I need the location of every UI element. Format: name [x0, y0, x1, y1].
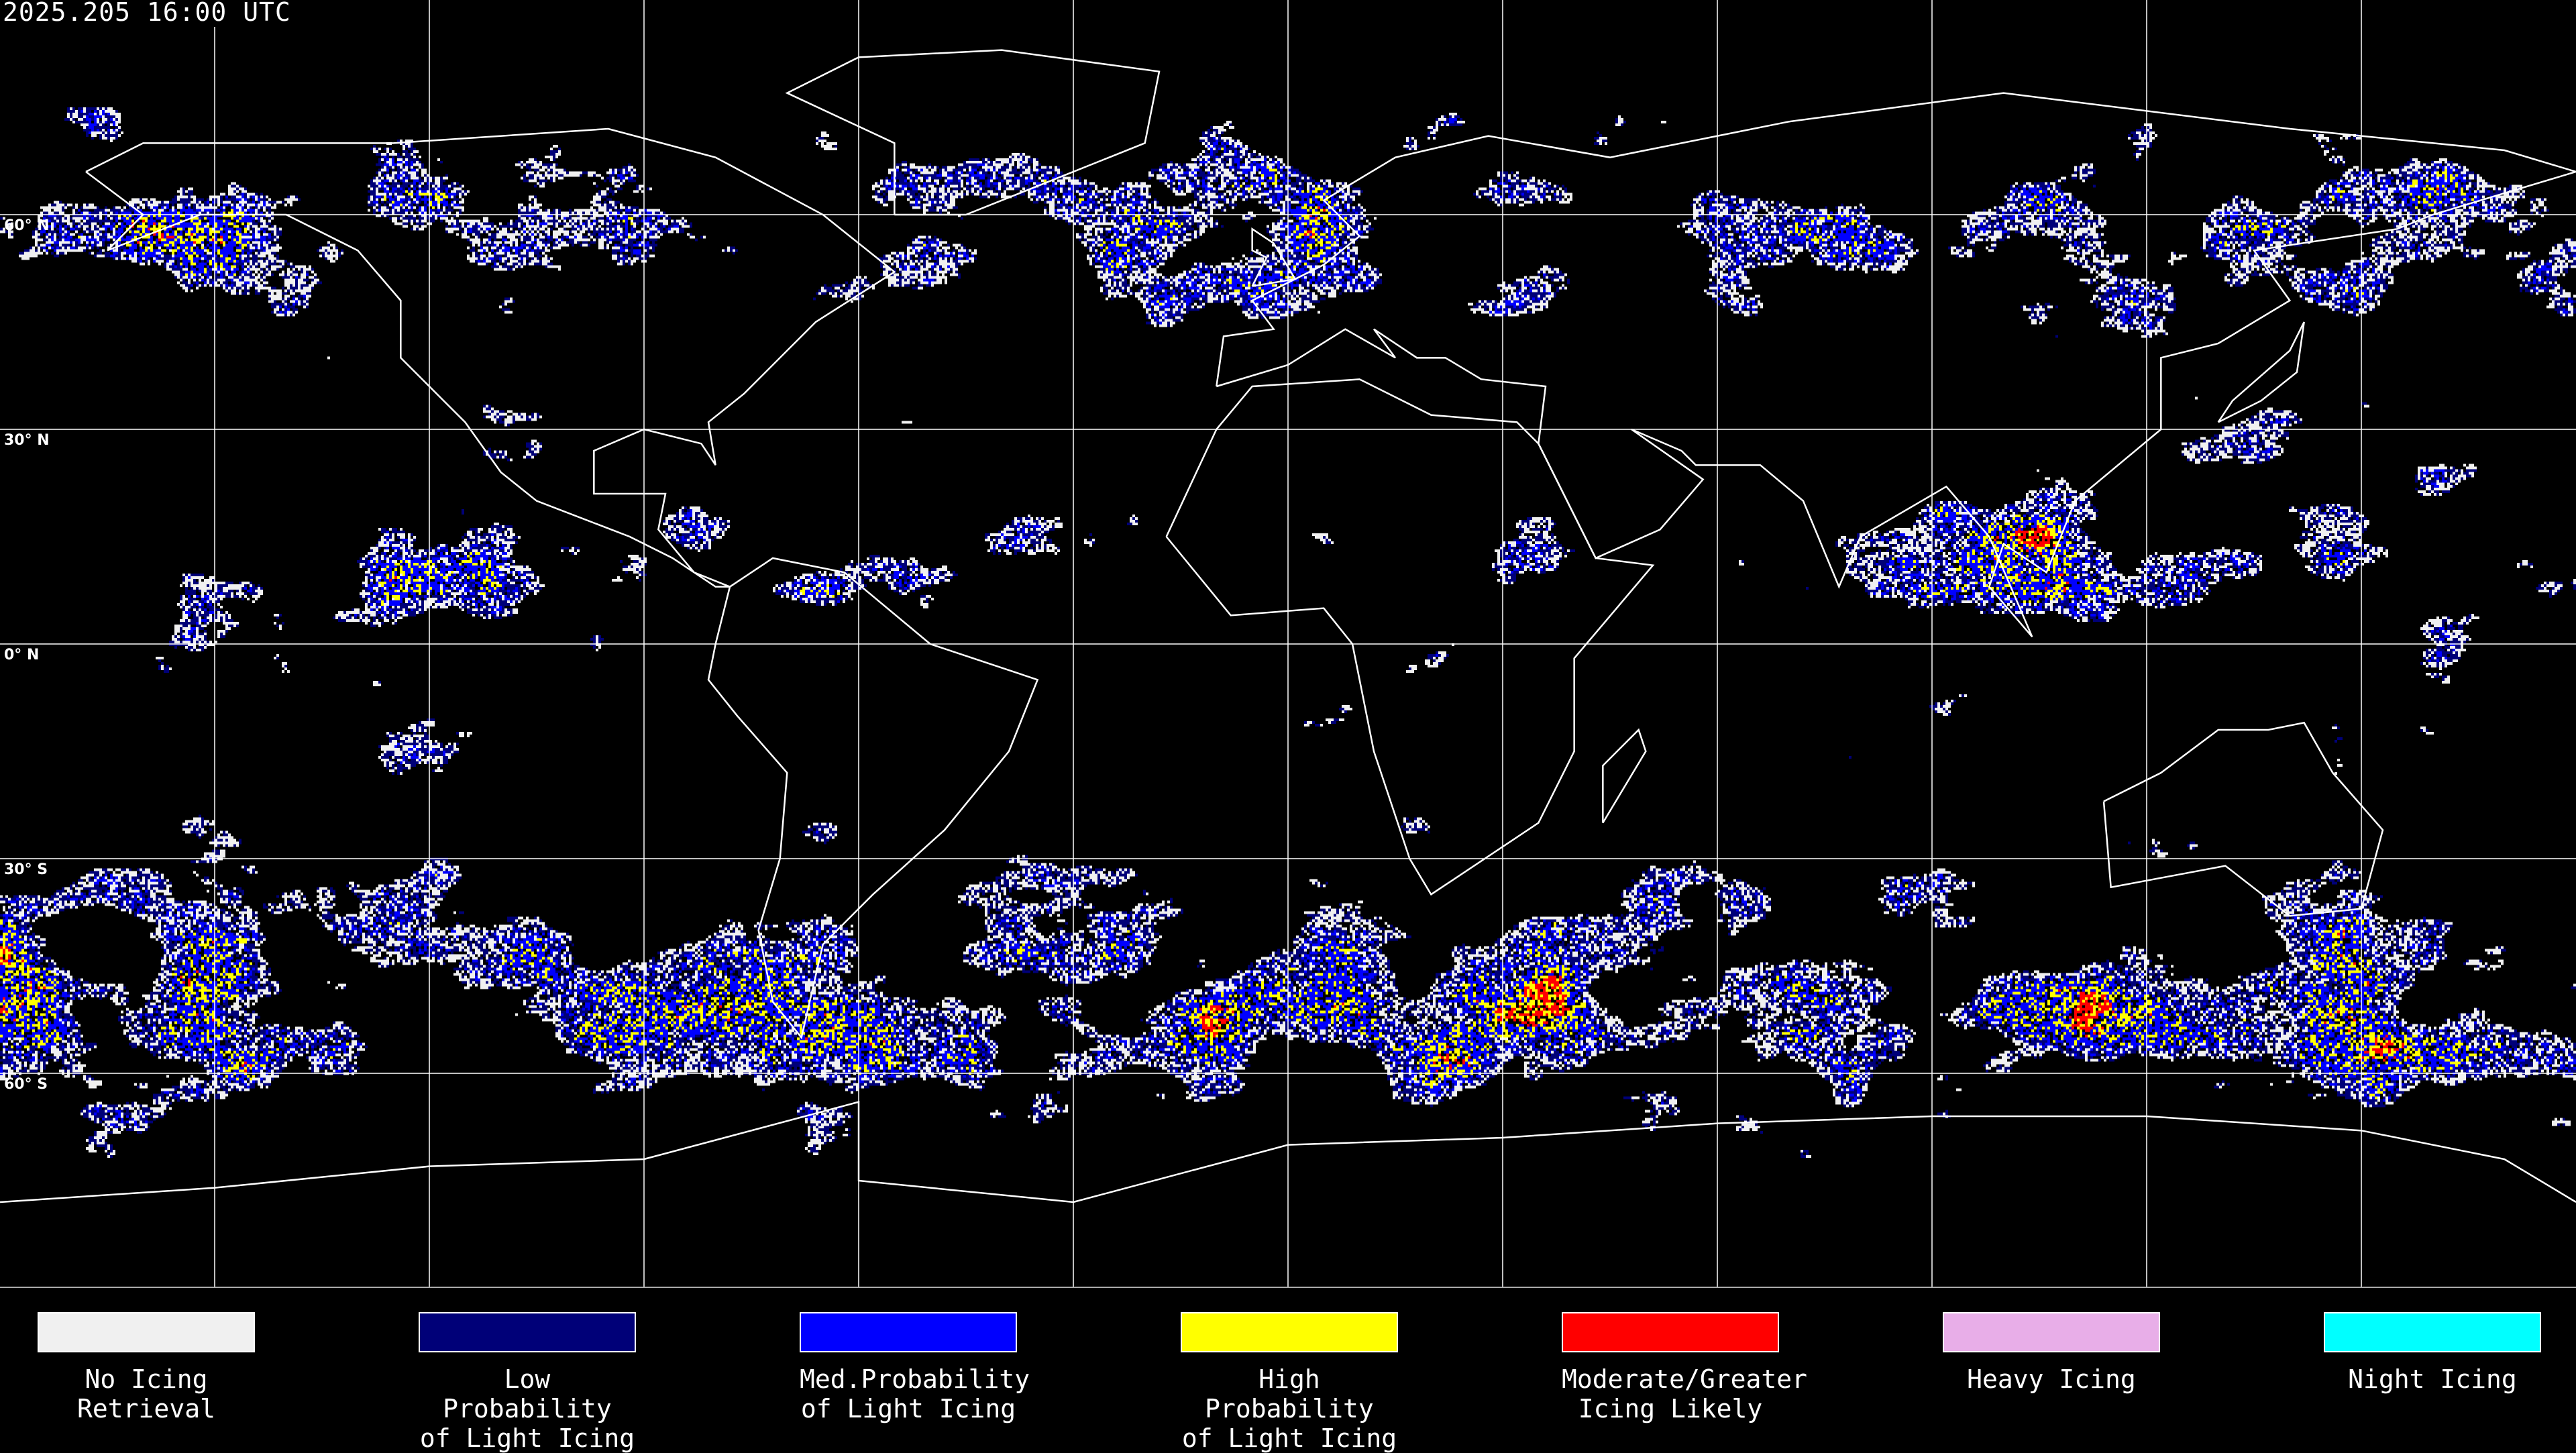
legend-item: Heavy Icing — [1943, 1312, 2160, 1394]
coastline — [1216, 92, 2576, 387]
coastline — [2102, 721, 2384, 917]
legend-label: No Icing Retrieval — [77, 1364, 215, 1423]
lat-label: 60° S — [4, 1076, 48, 1093]
legend-divider — [0, 1287, 2576, 1288]
legend-label: Med.Probability of Light Icing — [800, 1364, 1030, 1423]
legend: No Icing Retrieval Low Probability of Lig… — [0, 1288, 2576, 1453]
legend-item: Low Probability of Light Icing — [419, 1312, 636, 1453]
icing-map: 60° N 30° N 0° N 30° S 60° S 2025.205 16:00 … — [0, 0, 2576, 1287]
legend-swatch — [1943, 1312, 2160, 1352]
legend-label: High Probability of Light Icing — [1181, 1364, 1397, 1453]
legend-swatch — [800, 1312, 1017, 1352]
coastline — [707, 557, 1039, 1040]
legend-swatch — [419, 1312, 636, 1352]
legend-label: Low Probability of Light Icing — [419, 1364, 635, 1453]
legend-item: Moderate/Greater Icing Likely — [1562, 1312, 1808, 1423]
legend-item: Night Icing — [2324, 1312, 2541, 1394]
legend-label: Moderate/Greater Icing Likely — [1562, 1364, 1808, 1423]
legend-swatch — [38, 1312, 255, 1352]
legend-item: High Probability of Light Icing — [1181, 1312, 1398, 1453]
coastline — [785, 49, 1161, 216]
coastline — [1165, 378, 1655, 896]
timestamp-title: 2025.205 16:00 UTC — [3, 0, 295, 27]
legend-item: Med.Probability of Light Icing — [800, 1312, 1030, 1423]
coastline — [2217, 321, 2305, 423]
legend-swatch — [1181, 1312, 1398, 1352]
lat-label: 60° N — [4, 217, 50, 234]
legend-label: Heavy Icing — [1967, 1364, 2136, 1394]
lat-label: 30° N — [4, 432, 50, 449]
coastline — [85, 127, 896, 588]
legend-swatch — [1562, 1312, 1779, 1352]
coastline — [1251, 227, 1297, 287]
coastline — [1602, 728, 1647, 824]
legend-item: No Icing Retrieval — [38, 1312, 255, 1423]
lat-label: 0° N — [4, 647, 40, 663]
lat-label: 30° S — [4, 861, 48, 878]
legend-label: Night Icing — [2348, 1364, 2517, 1394]
map-overlay — [0, 0, 2576, 1287]
coastline — [1216, 170, 2576, 638]
legend-swatch — [2324, 1312, 2541, 1352]
